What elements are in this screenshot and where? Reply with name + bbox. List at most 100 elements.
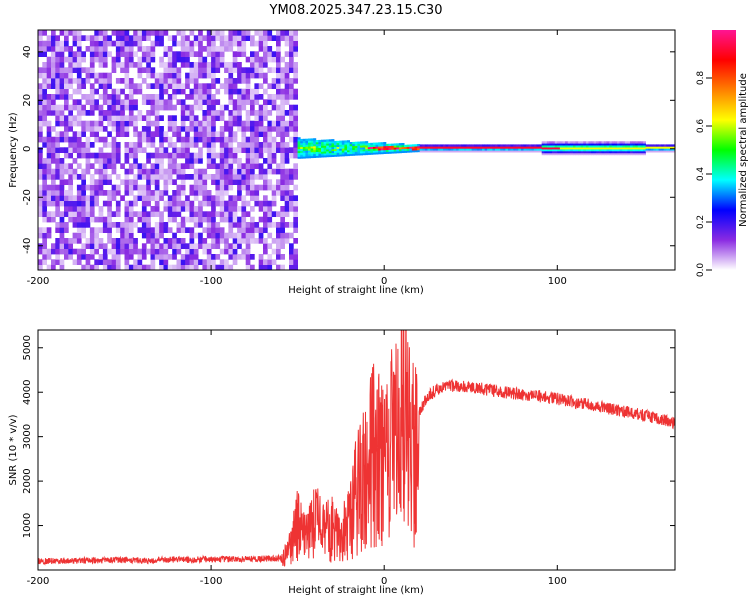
spectrogram-cell (347, 153, 350, 157)
spectrogram-cell (391, 149, 395, 152)
spectrogram-cell (284, 142, 290, 148)
spectrogram-cell (42, 104, 47, 111)
spectrogram-cell (85, 67, 91, 73)
spectrogram-cell (42, 110, 47, 116)
spectrogram-cell (245, 227, 251, 233)
spectrogram-cell (51, 94, 56, 100)
spectrogram-cell (89, 179, 95, 185)
spectrogram-cell (280, 94, 285, 100)
spectrogram-cell (305, 150, 309, 153)
spectrogram-cell (357, 153, 361, 156)
spectrogram-cell (263, 136, 268, 143)
spectrogram-cell (552, 151, 556, 154)
spectrogram-cell (42, 83, 47, 89)
spectrogram-cell (237, 88, 242, 95)
spectrogram-cell (344, 146, 348, 149)
spectrogram-cell (89, 195, 95, 201)
spectrogram-cell (458, 148, 462, 151)
spectrogram-cell (193, 126, 199, 132)
spectrogram-cell (115, 184, 121, 191)
spectrogram-cell (300, 144, 304, 148)
spectrogram-cell (38, 168, 43, 175)
spectrogram-cell (276, 30, 281, 36)
spectrogram-cell (189, 40, 195, 47)
spectrogram-cell (202, 46, 208, 52)
spectrogram-cell (598, 145, 602, 148)
spectrogram-cell (154, 163, 160, 169)
spectrogram-cell (189, 142, 195, 148)
spectrogram-cell (326, 141, 330, 144)
spectrogram-cell (254, 238, 260, 244)
spectrogram-cell (284, 158, 290, 164)
spectrogram-cell (440, 146, 444, 149)
spectrogram-cell (76, 195, 82, 201)
spectrogram-cell (202, 62, 208, 68)
spectrogram-cell (232, 147, 238, 153)
spectrogram-cell (228, 254, 234, 260)
spectrogram-cell (172, 131, 177, 137)
spectrogram-cell (263, 200, 268, 207)
spectrogram-cell (241, 222, 247, 228)
spectrogram-cell (570, 145, 574, 148)
spectrogram-cell (354, 141, 358, 144)
spectrogram-cell (51, 195, 56, 201)
spectrogram-cell (124, 222, 130, 228)
spectrogram-cell (487, 144, 491, 147)
spectrogram-cell (154, 227, 160, 233)
spectrogram-cell (150, 40, 156, 47)
spectrogram-cell (567, 145, 571, 148)
spectrogram-cell (323, 149, 327, 152)
spectrogram-cell (211, 206, 216, 212)
spectrogram-cell (64, 163, 69, 169)
spectrogram-cell (55, 190, 60, 196)
spectrogram-cell (367, 148, 371, 151)
spectrogram-cell (302, 142, 306, 145)
spectrogram-cell (557, 149, 561, 152)
spectrogram-cell (567, 147, 571, 150)
spectrogram-cell (505, 146, 509, 149)
spectrogram-cell (76, 104, 82, 111)
spectrogram-cell (484, 144, 488, 147)
spectrogram-cell (124, 67, 130, 73)
spectrogram-cell (211, 152, 216, 159)
spectrogram-cell (42, 78, 47, 84)
spectrogram-cell (146, 131, 151, 137)
spectrogram-cell (219, 104, 225, 111)
spectrogram-cell (313, 153, 317, 156)
spectrogram-cell (293, 184, 298, 191)
spectrogram-cell (215, 62, 221, 68)
spectrogram-cell (630, 145, 633, 148)
spectrogram-cell (76, 163, 82, 169)
spectrogram-cell (289, 152, 294, 159)
spectrogram-cell (661, 146, 665, 149)
spectrogram-cell (559, 147, 563, 150)
colorbar-tick-label: 0.4 (696, 167, 706, 182)
spectrogram-cell (453, 144, 457, 147)
spectrogram-cell (150, 110, 156, 116)
spectrogram-cell (102, 30, 108, 36)
spectrogram-cell (250, 195, 255, 201)
spectrogram-cell (523, 148, 527, 151)
spectrogram-cell (627, 141, 631, 144)
spectrogram-cell (326, 139, 330, 142)
spectrogram-cell (318, 147, 322, 150)
spectrogram-cell (46, 126, 52, 132)
spectrogram-cell (401, 150, 405, 153)
spectrogram-cell (38, 227, 43, 233)
spectrogram-cell (326, 149, 330, 152)
spectrogram-cell (318, 151, 322, 154)
spectrogram-cell (198, 126, 203, 132)
spectrogram-cell (198, 211, 203, 217)
spectrogram-cell (206, 232, 212, 239)
spectrogram-cell (502, 148, 506, 151)
spectrogram-cell (51, 190, 56, 196)
spectrogram-cell (508, 144, 511, 147)
spectrogram-cell (515, 144, 519, 147)
spectrogram-cell (193, 99, 199, 105)
spectrogram-cell (565, 141, 569, 144)
spectrogram-cell (419, 148, 423, 151)
spectrogram-cell (64, 248, 69, 255)
spectrogram-cell (163, 222, 169, 228)
spectrogram-cell (55, 238, 60, 244)
spectrogram-cell (59, 78, 65, 84)
